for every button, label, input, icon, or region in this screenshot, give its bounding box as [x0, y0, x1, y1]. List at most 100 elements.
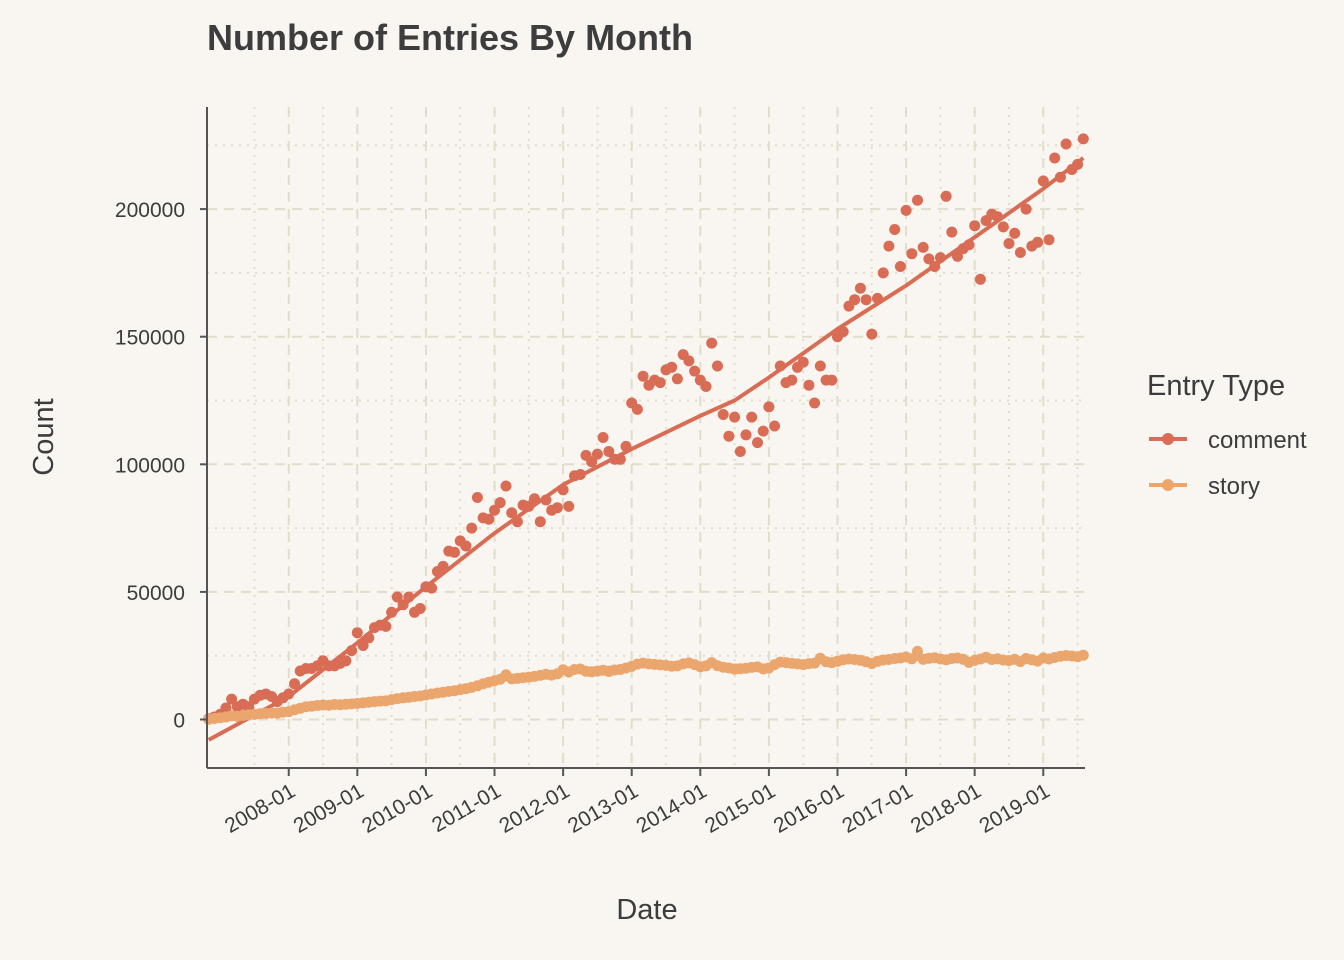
x-axis-ticks: 2008-012009-012010-012011-012012-012013-… — [221, 768, 1054, 838]
point-comment — [591, 448, 603, 460]
point-comment — [752, 437, 763, 449]
point-comment — [243, 701, 255, 713]
point-comment — [883, 240, 895, 252]
x-tick-label: 2009-01 — [290, 779, 368, 837]
point-comment — [826, 374, 838, 386]
x-tick-label: 2014-01 — [633, 779, 711, 837]
x-tick-label: 2018-01 — [907, 779, 985, 837]
y-tick-label: 200000 — [115, 199, 185, 222]
point-comment — [877, 267, 889, 279]
point-comment — [351, 627, 363, 639]
y-axis-title: Count — [28, 398, 60, 475]
x-tick-label: 2019-01 — [976, 779, 1054, 837]
x-tick-label: 2008-01 — [221, 779, 299, 837]
point-comment — [1043, 234, 1055, 246]
point-comment — [894, 261, 906, 272]
point-comment — [671, 373, 683, 385]
point-comment — [717, 409, 729, 420]
point-comment — [551, 502, 563, 514]
point-comment — [449, 546, 460, 558]
point-comment — [563, 500, 575, 512]
point-comment — [923, 253, 935, 265]
point-comment — [774, 360, 786, 372]
point-comment — [1060, 138, 1072, 150]
point-comment — [1049, 152, 1061, 164]
point-comment — [912, 194, 923, 206]
point-comment — [414, 603, 426, 614]
point-comment — [506, 507, 518, 519]
point-comment — [974, 273, 986, 285]
point-comment — [603, 446, 615, 457]
legend-dot-story — [1162, 479, 1174, 491]
point-comment — [631, 403, 643, 415]
point-comment — [934, 252, 946, 264]
point-comment — [357, 640, 369, 651]
point-comment — [597, 432, 609, 443]
point-comment — [340, 655, 352, 667]
point-comment — [763, 401, 775, 413]
y-tick-label: 100000 — [115, 454, 185, 477]
point-comment — [460, 540, 472, 552]
point-comment — [614, 453, 626, 465]
x-axis-title: Date — [616, 894, 677, 926]
point-comment — [712, 360, 723, 372]
point-comment — [700, 381, 712, 392]
point-comment — [540, 494, 552, 506]
point-comment — [500, 480, 512, 492]
point-comment — [734, 446, 746, 457]
point-comment — [586, 456, 598, 468]
point-comment — [797, 356, 809, 368]
point-comment — [397, 599, 409, 611]
point-comment — [511, 516, 523, 528]
legend-label-story: story — [1208, 473, 1260, 500]
point-comment — [837, 326, 849, 338]
point-comment — [391, 591, 403, 603]
point-comment — [706, 337, 718, 349]
point-comment — [557, 484, 569, 496]
point-comment — [849, 294, 861, 306]
point-comment — [534, 516, 546, 528]
point-comment — [683, 355, 695, 367]
point-comment — [1003, 238, 1015, 249]
point-comment — [929, 261, 941, 272]
chart-title: Number of Entries By Month — [207, 17, 693, 58]
x-tick-label: 2016-01 — [770, 779, 848, 837]
point-story — [1077, 649, 1089, 661]
point-comment — [220, 702, 232, 714]
point-comment — [860, 294, 872, 306]
point-comment — [483, 513, 495, 525]
point-comment — [769, 420, 781, 432]
point-comment — [346, 645, 358, 657]
point-comment — [992, 211, 1003, 223]
point-comment — [637, 370, 649, 382]
point-comment — [426, 582, 438, 594]
point-comment — [900, 204, 912, 216]
point-comment — [1037, 175, 1049, 187]
point-comment — [946, 226, 958, 238]
legend-label-comment: comment — [1208, 427, 1307, 454]
point-comment — [226, 693, 238, 705]
point-comment — [997, 221, 1009, 233]
point-comment — [1077, 133, 1089, 145]
point-comment — [380, 620, 392, 632]
point-comment — [654, 377, 666, 389]
point-comment — [889, 224, 901, 235]
point-comment — [494, 497, 506, 509]
point-comment — [809, 397, 821, 409]
x-tick-label: 2017-01 — [838, 779, 916, 837]
point-comment — [386, 606, 398, 618]
data-points — [203, 133, 1089, 725]
point-comment — [1014, 247, 1026, 258]
point-comment — [289, 678, 300, 690]
point-comment — [746, 411, 758, 423]
x-tick-label: 2012-01 — [495, 779, 573, 837]
trendlines — [207, 156, 1085, 742]
point-comment — [854, 282, 866, 294]
point-comment — [1054, 171, 1066, 183]
point-comment — [786, 374, 798, 386]
point-comment — [940, 190, 952, 202]
y-axis-ticks: 0 50000 100000 150000 200000 — [115, 199, 207, 733]
point-comment — [1009, 227, 1021, 239]
point-comment — [689, 365, 701, 377]
point-comment — [729, 411, 741, 423]
